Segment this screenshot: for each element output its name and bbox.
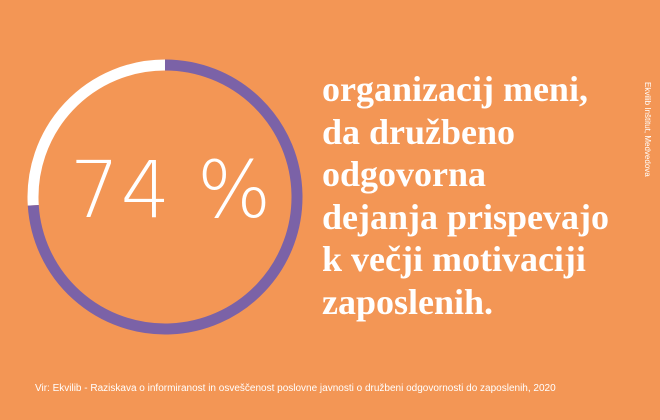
statement-line: dejanja prispevajo	[322, 196, 609, 237]
donut-chart	[27, 59, 303, 335]
statement-line: organizacij meni,	[322, 69, 588, 109]
statement-line: k večji motivaciji	[322, 239, 586, 279]
organization-address: Ekvilib Inštitut, Medvedova 28, 1000 Lju…	[643, 82, 652, 178]
source-citation: Vir: Ekvilib - Raziskava o informiranost…	[35, 383, 556, 394]
donut-value-arc	[27, 59, 303, 335]
percentage-label: 74 %	[70, 146, 273, 236]
statement-line: zaposlenih.	[322, 281, 494, 322]
statement-line: odgovorna	[322, 154, 487, 194]
statement-line: da družbeno	[322, 111, 516, 152]
donut-remainder-arc	[27, 59, 165, 206]
statement-text: organizacij meni, da družbeno odgovorna …	[322, 68, 640, 323]
